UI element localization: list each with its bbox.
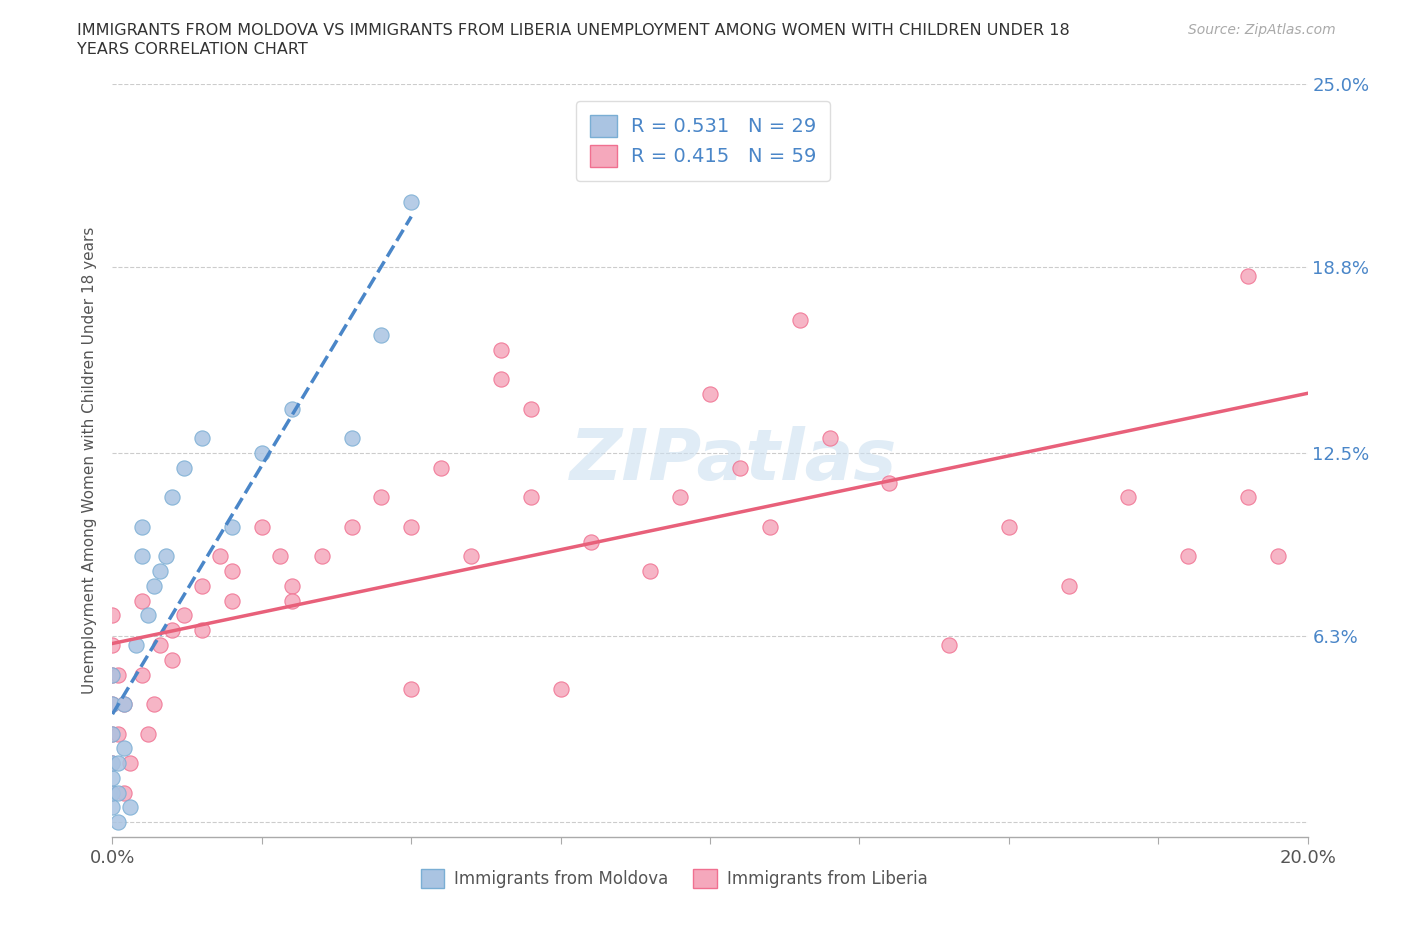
Point (221, 519, 243, 534)
Point (101, 800, 124, 815)
Point (1118, 490, 1140, 505)
Point (107, 667, 129, 682)
Point (101, 638, 124, 653)
Point (191, 623, 214, 638)
Point (640, 564, 662, 578)
Point (114, 697, 135, 711)
Point (879, 475, 901, 490)
Point (1237, 268, 1260, 283)
Point (114, 741, 135, 756)
Point (1267, 549, 1289, 564)
Point (221, 564, 243, 578)
Point (131, 519, 153, 534)
Point (173, 460, 195, 475)
Point (120, 756, 142, 771)
Point (101, 697, 124, 711)
Point (125, 638, 148, 653)
Point (101, 785, 124, 800)
Point (107, 726, 129, 741)
Point (728, 460, 751, 475)
Point (311, 549, 333, 564)
Point (669, 490, 692, 505)
Point (430, 460, 453, 475)
Point (138, 726, 160, 741)
Point (101, 756, 124, 771)
Point (340, 519, 363, 534)
Point (699, 387, 721, 402)
Point (579, 165, 602, 179)
Point (489, 342, 512, 357)
Point (281, 593, 304, 608)
Point (1057, 578, 1080, 593)
Point (162, 652, 183, 667)
Point (401, 519, 423, 534)
Point (818, 431, 841, 445)
Point (114, 785, 135, 800)
Point (138, 608, 160, 623)
Point (191, 578, 214, 593)
Point (101, 608, 124, 623)
Point (340, 431, 363, 445)
Point (759, 519, 782, 534)
Point (520, 401, 543, 416)
Point (789, 312, 811, 327)
Point (401, 194, 423, 209)
Point (107, 756, 129, 771)
Point (370, 327, 392, 342)
Point (143, 697, 166, 711)
Text: ZIPatlas: ZIPatlas (571, 426, 897, 495)
Point (101, 770, 124, 785)
Text: IMMIGRANTS FROM MOLDOVA VS IMMIGRANTS FROM LIBERIA UNEMPLOYMENT AMONG WOMEN WITH: IMMIGRANTS FROM MOLDOVA VS IMMIGRANTS FR… (77, 23, 1070, 38)
Point (101, 697, 124, 711)
Point (143, 578, 166, 593)
Point (489, 372, 512, 387)
Point (191, 431, 214, 445)
Point (550, 682, 572, 697)
Point (149, 564, 172, 578)
Point (114, 697, 135, 711)
Point (250, 445, 273, 460)
Point (998, 519, 1021, 534)
Point (101, 785, 124, 800)
Point (1177, 549, 1199, 564)
Point (370, 490, 392, 505)
Point (149, 638, 172, 653)
Point (107, 815, 129, 830)
Point (101, 667, 124, 682)
Point (173, 608, 195, 623)
Point (101, 726, 124, 741)
Point (460, 549, 482, 564)
Point (281, 401, 304, 416)
Text: Source: ZipAtlas.com: Source: ZipAtlas.com (1188, 23, 1336, 37)
Legend: Immigrants from Moldova, Immigrants from Liberia: Immigrants from Moldova, Immigrants from… (412, 860, 936, 897)
Point (401, 682, 423, 697)
Point (209, 549, 232, 564)
Point (281, 578, 304, 593)
Text: YEARS CORRELATION CHART: YEARS CORRELATION CHART (77, 42, 308, 57)
Point (221, 593, 243, 608)
Point (101, 726, 124, 741)
Point (269, 549, 291, 564)
Point (101, 756, 124, 771)
Point (162, 623, 183, 638)
Point (155, 549, 177, 564)
Point (520, 490, 543, 505)
Point (131, 549, 153, 564)
Point (579, 534, 602, 549)
Point (1237, 490, 1260, 505)
Point (938, 638, 960, 653)
Point (120, 800, 142, 815)
Point (162, 490, 183, 505)
Point (250, 519, 273, 534)
Point (131, 667, 153, 682)
Y-axis label: Unemployment Among Women with Children Under 18 years: Unemployment Among Women with Children U… (82, 227, 97, 694)
Point (101, 667, 124, 682)
Point (107, 785, 129, 800)
Point (131, 593, 153, 608)
